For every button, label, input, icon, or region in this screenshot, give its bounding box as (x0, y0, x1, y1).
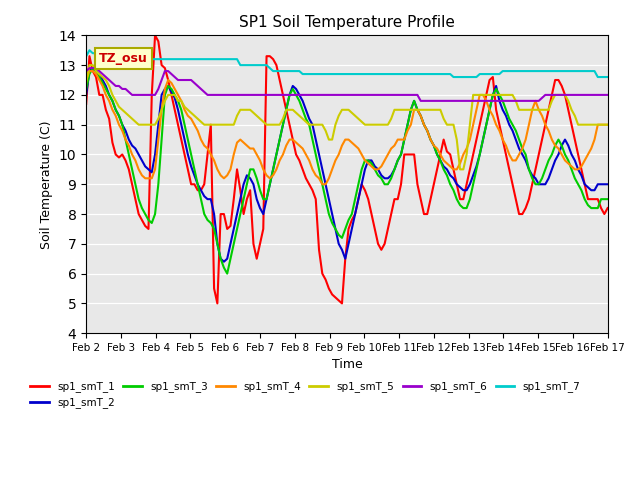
Line: sp1_smT_4: sp1_smT_4 (86, 71, 607, 184)
Title: SP1 Soil Temperature Profile: SP1 Soil Temperature Profile (239, 15, 455, 30)
sp1_smT_5 (83, 80, 90, 86)
sp1_smT_1 (604, 205, 611, 211)
sp1_smT_3 (584, 202, 592, 208)
sp1_smT_5 (86, 62, 93, 68)
sp1_smT_2 (191, 172, 198, 178)
sp1_smT_4 (378, 164, 385, 169)
sp1_smT_5 (456, 167, 464, 172)
sp1_smT_5 (233, 113, 241, 119)
Y-axis label: Soil Temperature (C): Soil Temperature (C) (40, 120, 53, 249)
Text: TZ_osu: TZ_osu (99, 52, 148, 65)
sp1_smT_5 (584, 122, 592, 128)
sp1_smT_3 (191, 167, 198, 172)
sp1_smT_1 (584, 196, 592, 202)
sp1_smT_3 (223, 271, 231, 276)
sp1_smT_4 (427, 137, 435, 143)
sp1_smT_7 (374, 71, 382, 77)
sp1_smT_2 (515, 145, 523, 151)
sp1_smT_4 (83, 77, 90, 83)
Legend: sp1_smT_1, sp1_smT_2, sp1_smT_3, sp1_smT_4, sp1_smT_5, sp1_smT_6, sp1_smT_7: sp1_smT_1, sp1_smT_2, sp1_smT_3, sp1_smT… (26, 377, 585, 412)
sp1_smT_7 (86, 48, 93, 53)
sp1_smT_2 (89, 65, 97, 71)
sp1_smT_4 (319, 181, 326, 187)
sp1_smT_3 (378, 175, 385, 181)
sp1_smT_6 (83, 68, 90, 74)
Line: sp1_smT_7: sp1_smT_7 (86, 50, 607, 77)
sp1_smT_6 (584, 92, 592, 98)
sp1_smT_1 (83, 101, 90, 107)
sp1_smT_2 (236, 196, 244, 202)
X-axis label: Time: Time (332, 359, 362, 372)
sp1_smT_1 (378, 247, 385, 252)
sp1_smT_3 (89, 65, 97, 71)
sp1_smT_5 (424, 107, 431, 113)
sp1_smT_7 (424, 71, 431, 77)
sp1_smT_2 (220, 259, 228, 264)
sp1_smT_3 (515, 137, 523, 143)
sp1_smT_7 (515, 68, 523, 74)
sp1_smT_6 (427, 98, 435, 104)
sp1_smT_4 (515, 152, 523, 157)
sp1_smT_6 (515, 98, 523, 104)
sp1_smT_4 (86, 68, 93, 74)
sp1_smT_5 (604, 122, 611, 128)
sp1_smT_2 (584, 184, 592, 190)
sp1_smT_2 (427, 137, 435, 143)
sp1_smT_4 (233, 140, 241, 145)
sp1_smT_5 (515, 107, 523, 113)
Line: sp1_smT_6: sp1_smT_6 (86, 68, 607, 101)
sp1_smT_5 (374, 122, 382, 128)
sp1_smT_3 (83, 86, 90, 92)
sp1_smT_6 (233, 92, 241, 98)
sp1_smT_7 (83, 53, 90, 59)
sp1_smT_1 (151, 33, 159, 38)
sp1_smT_5 (191, 113, 198, 119)
sp1_smT_6 (604, 92, 611, 98)
sp1_smT_6 (191, 80, 198, 86)
Line: sp1_smT_3: sp1_smT_3 (86, 68, 607, 274)
sp1_smT_1 (214, 300, 221, 306)
sp1_smT_7 (604, 74, 611, 80)
sp1_smT_4 (191, 122, 198, 128)
sp1_smT_6 (86, 65, 93, 71)
sp1_smT_2 (604, 181, 611, 187)
sp1_smT_7 (450, 74, 458, 80)
sp1_smT_2 (378, 172, 385, 178)
Line: sp1_smT_5: sp1_smT_5 (86, 65, 607, 169)
sp1_smT_1 (427, 196, 435, 202)
sp1_smT_1 (236, 187, 244, 193)
sp1_smT_3 (236, 211, 244, 217)
sp1_smT_6 (417, 98, 424, 104)
Line: sp1_smT_2: sp1_smT_2 (86, 68, 607, 262)
sp1_smT_7 (584, 68, 592, 74)
sp1_smT_3 (427, 137, 435, 143)
sp1_smT_6 (374, 92, 382, 98)
sp1_smT_2 (83, 92, 90, 98)
Line: sp1_smT_1: sp1_smT_1 (86, 36, 607, 303)
sp1_smT_7 (233, 56, 241, 62)
sp1_smT_4 (604, 122, 611, 128)
sp1_smT_1 (515, 211, 523, 217)
sp1_smT_7 (191, 56, 198, 62)
sp1_smT_1 (191, 181, 198, 187)
sp1_smT_4 (584, 152, 592, 157)
sp1_smT_3 (604, 196, 611, 202)
